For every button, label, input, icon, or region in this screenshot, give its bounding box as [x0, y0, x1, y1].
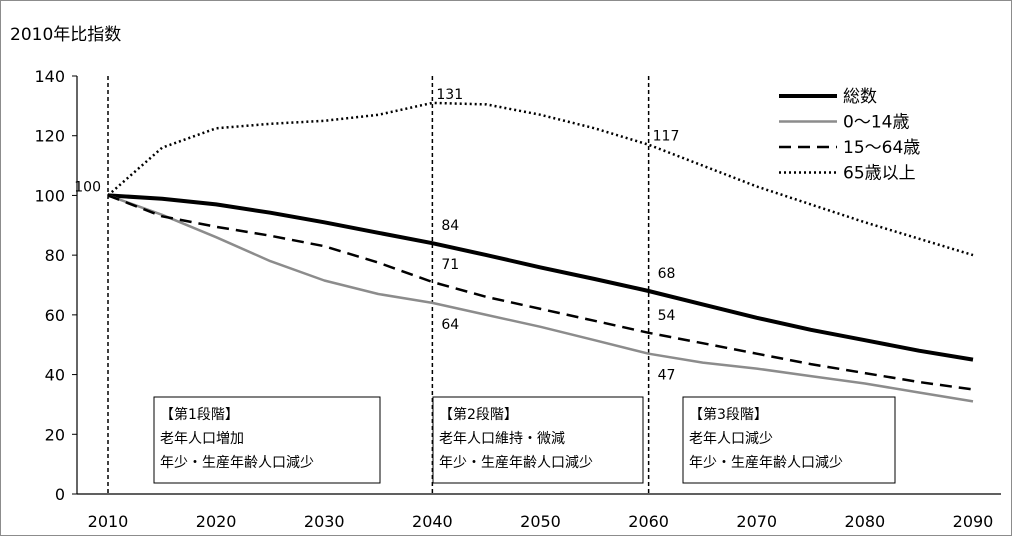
- data-label: 100: [74, 179, 101, 195]
- y-tick-label: 40: [45, 366, 65, 385]
- stage-box-line: 老年人口維持・微減: [439, 430, 565, 447]
- legend-label: 65歳以上: [843, 164, 916, 184]
- legend-label: 総数: [843, 87, 877, 107]
- y-tick-label: 0: [55, 485, 65, 504]
- y-axis-title: 2010年比指数: [10, 25, 121, 45]
- legend-label: 15〜64歳: [843, 138, 920, 158]
- series-lines: [107, 101, 974, 403]
- y-tick-label: 120: [34, 127, 65, 146]
- stage-box-line: 【第3段階】: [689, 406, 768, 423]
- y-tick-label: 100: [34, 186, 65, 205]
- x-tick-label: 2020: [196, 512, 237, 531]
- data-label: 54: [658, 308, 676, 324]
- data-labels: 100 131 117 84 71 64 68 54 47: [74, 87, 679, 384]
- data-label: 131: [436, 87, 463, 103]
- x-tick-label: 2060: [628, 512, 669, 531]
- x-tick-label: 2040: [412, 512, 453, 531]
- x-tick-label: 2050: [520, 512, 561, 531]
- stage-box-line: 【第2段階】: [439, 406, 518, 423]
- x-tick-label: 2030: [304, 512, 345, 531]
- x-tick-label: 2080: [845, 512, 886, 531]
- y-tick-label: 20: [45, 425, 65, 444]
- stage-box-border: [682, 396, 896, 484]
- x-tick-label: 2010: [88, 512, 129, 531]
- stage-boxes: 【第1段階】老年人口増加年少・生産年齢人口減少【第2段階】老年人口維持・微減年少…: [153, 396, 896, 484]
- y-tick-label: 60: [45, 306, 65, 325]
- series-line-0: [107, 193, 974, 362]
- series-line-3: [107, 101, 974, 257]
- x-tick-label: 2070: [736, 512, 777, 531]
- series-line-2: [107, 194, 974, 391]
- x-tick-label: 2090: [953, 512, 994, 531]
- data-label: 47: [658, 368, 676, 384]
- y-tick-label: 140: [34, 67, 65, 86]
- stage-box-border: [432, 396, 644, 484]
- stage-box-line: 年少・生産年齢人口減少: [160, 454, 314, 471]
- series-line-1: [107, 194, 974, 403]
- stage-box-line: 老年人口減少: [689, 430, 773, 447]
- stage-box-line: 年少・生産年齢人口減少: [689, 454, 843, 471]
- legend-label: 0〜14歳: [843, 113, 909, 133]
- stage-box-line: 年少・生産年齢人口減少: [439, 454, 593, 471]
- stage-box-border: [153, 396, 381, 484]
- legend: 総数 0〜14歳 15〜64歳 65歳以上: [779, 87, 920, 184]
- y-tick-label: 80: [45, 246, 65, 265]
- data-label: 71: [441, 257, 459, 273]
- data-label: 84: [441, 218, 459, 234]
- stage-box-line: 【第1段階】: [160, 406, 239, 423]
- data-label: 117: [653, 129, 680, 145]
- data-label: 68: [658, 266, 676, 282]
- data-label: 64: [441, 317, 459, 333]
- stage-box-line: 老年人口増加: [160, 431, 244, 447]
